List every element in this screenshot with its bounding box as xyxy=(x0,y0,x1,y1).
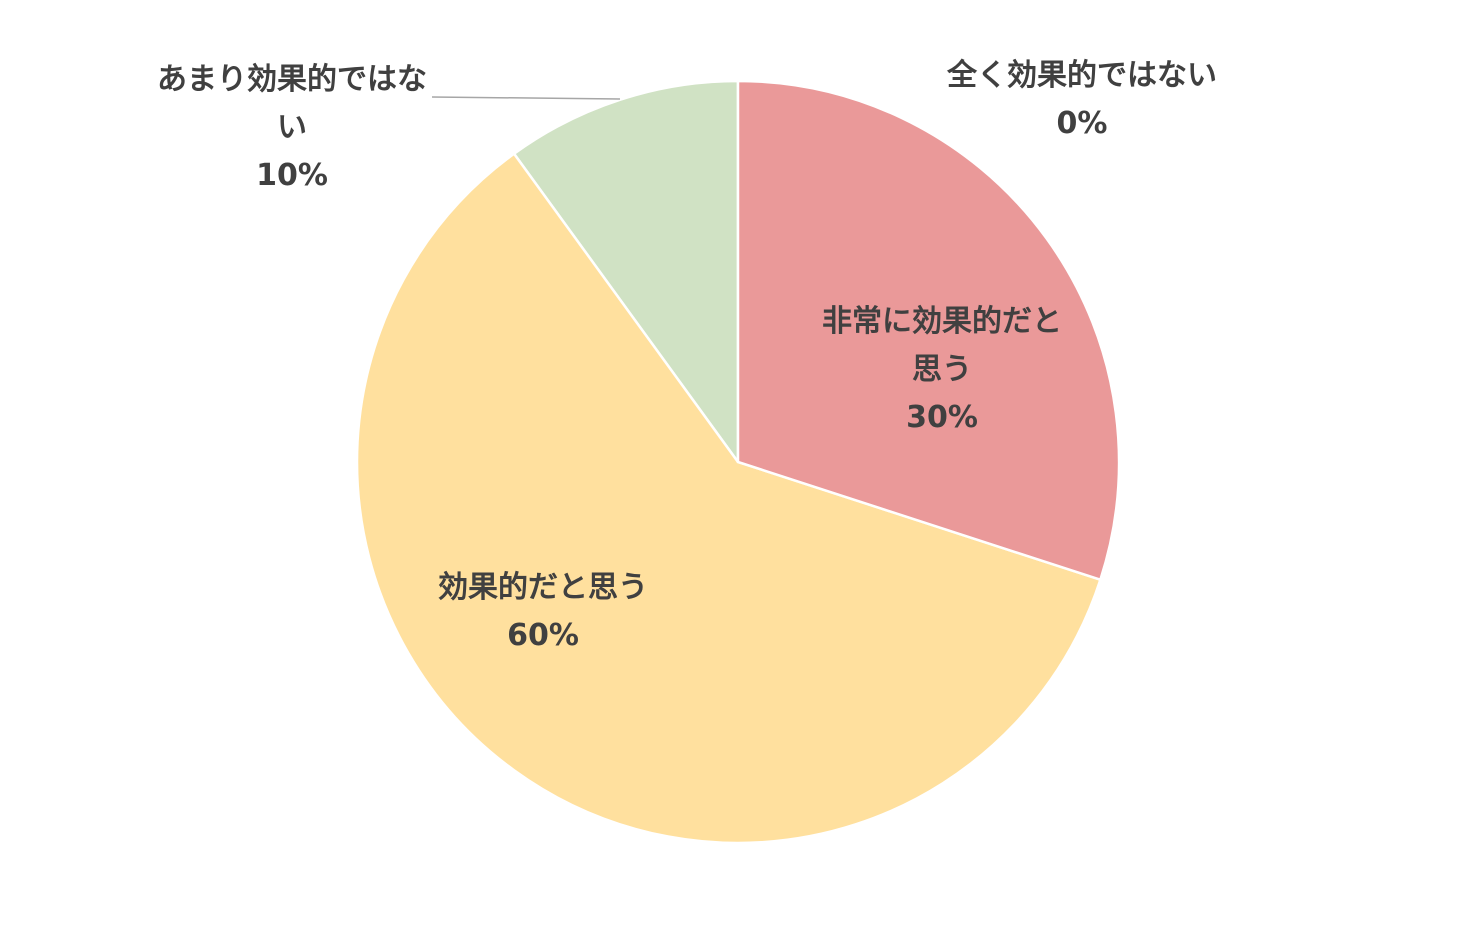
category-label: あまり効果的ではない xyxy=(157,62,427,145)
category-label: 非常に効果的だと思う xyxy=(822,304,1062,387)
value-label: 0% xyxy=(1056,106,1108,141)
category-label: 効果的だと思う xyxy=(438,570,648,605)
pie-slice xyxy=(736,79,1121,582)
value-label: 10% xyxy=(256,158,328,193)
data-label: 非常に効果的だと思う 30% xyxy=(822,298,1062,442)
data-label: 効果的だと思う 60% xyxy=(403,564,683,660)
data-label: 全く効果的ではない 0% xyxy=(912,52,1252,148)
pie-slice xyxy=(355,152,1102,845)
value-label: 30% xyxy=(906,400,978,435)
pie-slice xyxy=(512,79,740,466)
data-label: あまり効果的ではない 10% xyxy=(147,56,437,200)
category-label: 全く効果的ではない xyxy=(947,58,1217,93)
leader-line xyxy=(431,96,621,100)
value-label: 60% xyxy=(507,618,579,653)
